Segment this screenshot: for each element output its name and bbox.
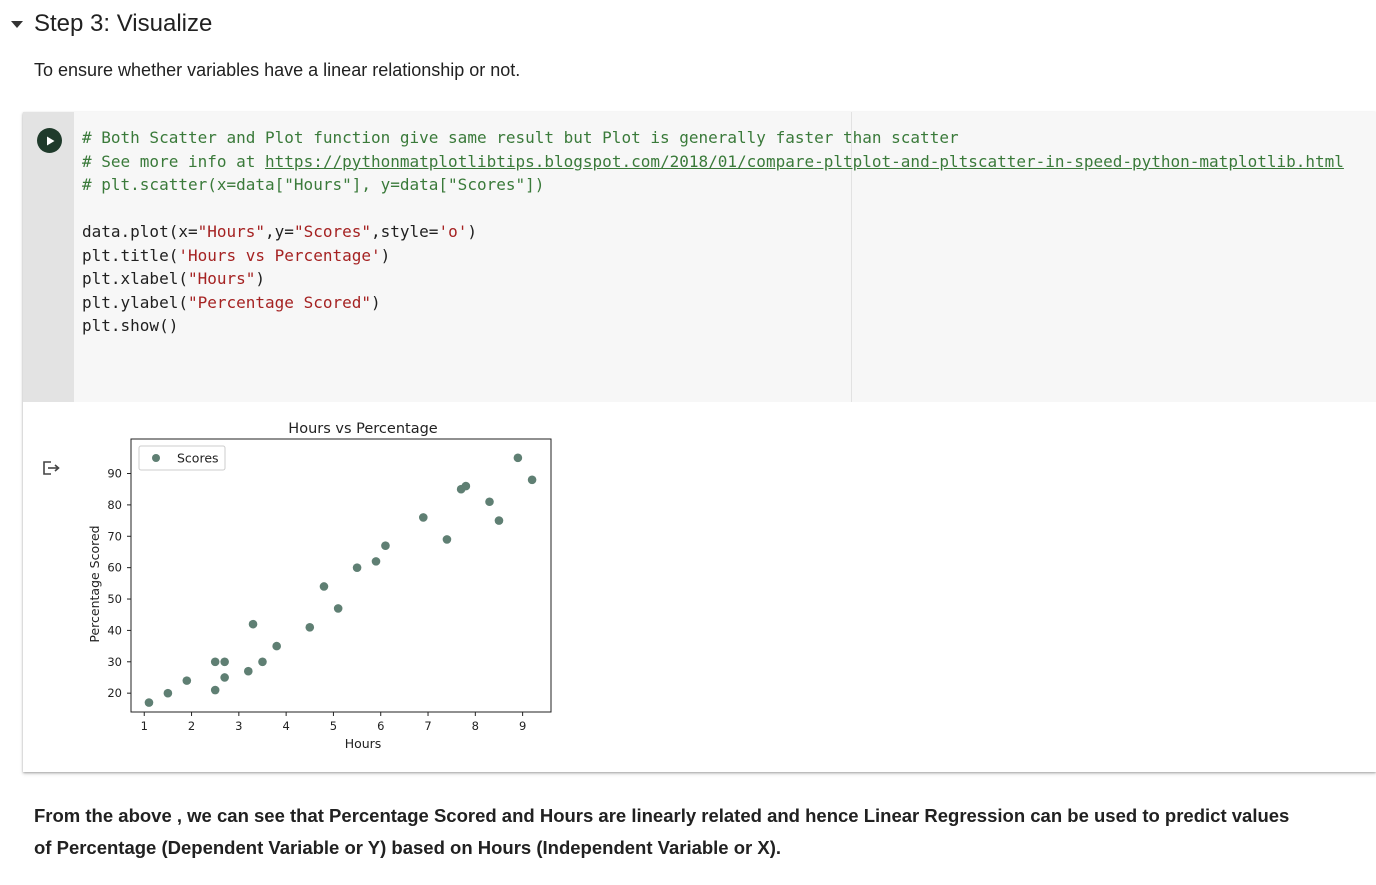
data-point — [461, 481, 471, 491]
data-point — [485, 497, 494, 507]
code-token: ) — [371, 292, 381, 312]
code-comment: # See more info at — [82, 151, 266, 171]
play-icon — [46, 136, 54, 145]
legend: Scores — [138, 445, 226, 471]
conclusion-text: From the above , we can see that Percent… — [34, 805, 1290, 858]
x-tick-label: 3 — [235, 719, 242, 733]
y-tick-label: 70 — [107, 529, 122, 543]
code-string: 'Hours vs Percentage' — [178, 245, 381, 265]
code-token: plt.title( — [82, 245, 179, 265]
data-point — [272, 641, 281, 651]
code-token: data.plot(x= — [82, 222, 198, 241]
section-title: Step 3: Visualize — [34, 10, 213, 37]
data-point — [210, 685, 220, 695]
data-point — [258, 657, 267, 667]
data-point — [442, 535, 452, 544]
x-tick-label: 2 — [188, 719, 195, 733]
code-string: "Scores" — [293, 222, 371, 241]
y-tick-label: 40 — [107, 623, 122, 637]
intro-text: To ensure whether variables have a linea… — [34, 60, 521, 80]
x-tick-label: 7 — [424, 719, 431, 733]
code-token: plt.ylabel( — [82, 292, 188, 312]
code-cell: # Both Scatter and Plot function give sa… — [23, 112, 1376, 772]
y-tick-label: 60 — [107, 561, 122, 575]
data-point — [305, 622, 315, 632]
code-string: 'o' — [438, 222, 468, 241]
plot-area-frame — [130, 438, 552, 713]
data-point — [243, 666, 253, 676]
y-tick-label: 90 — [107, 467, 122, 481]
y-tick-label: 30 — [107, 655, 122, 669]
code-editor[interactable]: # Both Scatter and Plot function give sa… — [74, 112, 1376, 402]
x-tick-label: 5 — [330, 719, 337, 733]
y-tick-label: 20 — [107, 686, 122, 700]
code-token: ) — [380, 245, 391, 265]
code-token: ) — [467, 222, 477, 241]
code-token: ,y= — [265, 222, 294, 241]
data-point — [163, 688, 173, 698]
data-point — [210, 657, 220, 667]
y-tick-label: 50 — [107, 592, 122, 606]
code-comment-link[interactable]: https://pythonmatplotlibtips.blogspot.co… — [265, 151, 1344, 171]
data-point — [220, 657, 229, 667]
code-string: "Percentage Scored" — [187, 292, 371, 312]
output-toggle-icon[interactable] — [42, 459, 62, 482]
chart-title: Hours vs Percentage — [288, 421, 437, 437]
data-point — [144, 698, 154, 707]
collapse-caret-icon[interactable] — [0, 19, 34, 29]
code-token: ,style= — [371, 222, 439, 241]
x-tick-label: 1 — [141, 719, 148, 733]
data-point — [418, 513, 428, 522]
cell-gutter — [23, 112, 74, 402]
data-point — [333, 604, 343, 613]
data-point — [352, 563, 362, 572]
code-string: "Hours" — [187, 269, 256, 288]
x-tick-label: 9 — [519, 719, 526, 733]
x-tick-label: 4 — [282, 719, 289, 733]
data-point — [381, 541, 390, 550]
legend-box — [138, 445, 226, 471]
code-token: plt.xlabel( — [82, 269, 188, 288]
x-tick-label: 6 — [377, 719, 384, 733]
data-point — [513, 453, 523, 463]
code-string: "Hours" — [197, 222, 266, 241]
data-point — [220, 673, 229, 682]
code-comment: # Both Scatter and Plot function give sa… — [82, 128, 959, 147]
line-length-ruler — [851, 112, 852, 402]
code-token: ) — [255, 269, 266, 288]
code-comment: # plt.scatter(x=data["Hours"], y=data["S… — [82, 175, 545, 194]
code-token: plt.show() — [82, 316, 179, 335]
run-cell-button[interactable] — [37, 128, 62, 153]
data-point — [494, 516, 504, 525]
scatter-chart: Hours vs Percentage Hours Percentage Sco… — [87, 421, 552, 751]
code-text[interactable]: # Both Scatter and Plot function give sa… — [82, 126, 1344, 338]
y-tick-label: 80 — [107, 498, 122, 512]
data-point — [182, 676, 192, 685]
legend-marker — [152, 454, 160, 462]
legend-label: Scores — [177, 451, 219, 466]
data-point — [371, 557, 381, 566]
x-tick-label: 8 — [472, 719, 479, 733]
data-point — [319, 582, 329, 591]
data-point — [248, 619, 258, 629]
y-axis-label: Percentage Scored — [87, 525, 102, 642]
data-point — [527, 475, 537, 485]
x-axis-label: Hours — [345, 736, 382, 751]
section-header: Step 3: Visualize — [0, 6, 212, 42]
